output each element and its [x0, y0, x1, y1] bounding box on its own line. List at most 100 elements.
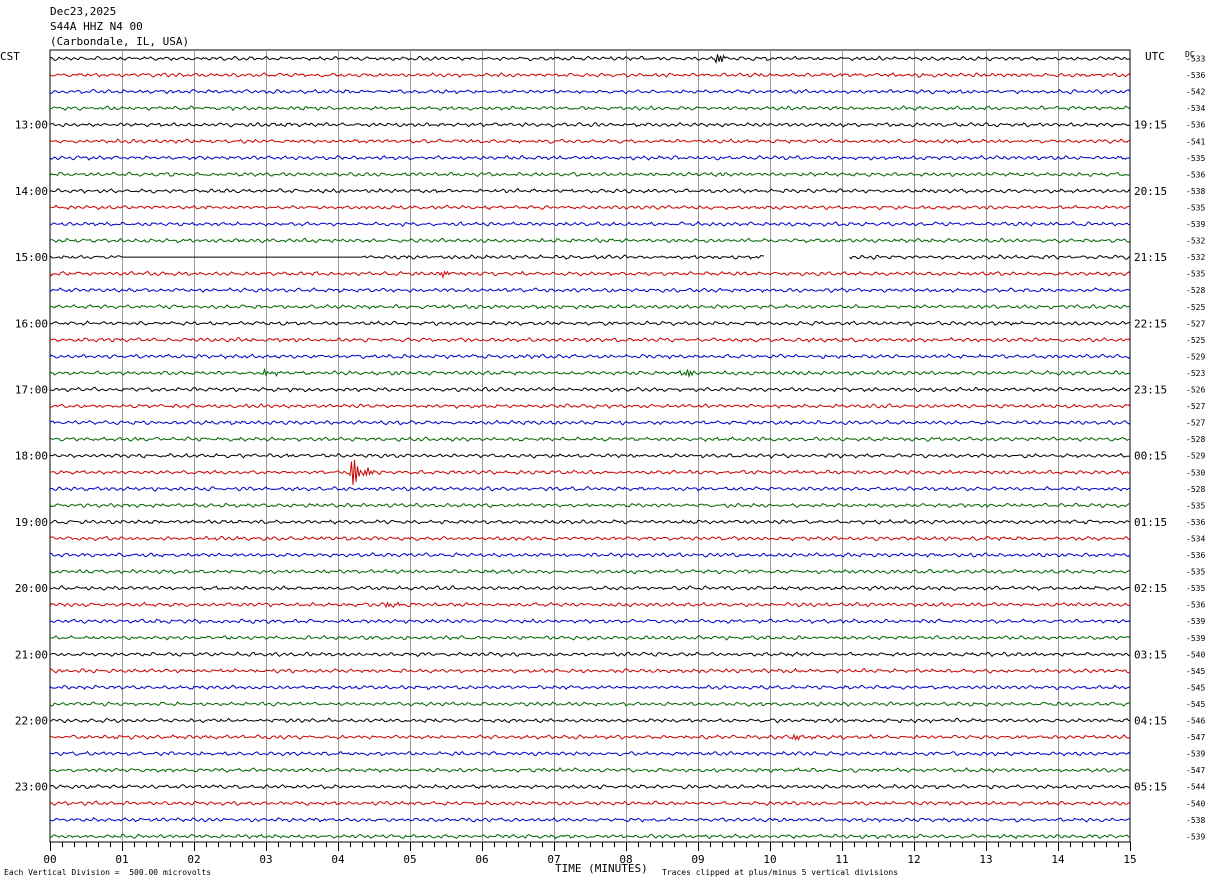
dc-offset-label: -536: [1186, 518, 1205, 527]
dc-offset-label: -540: [1186, 650, 1205, 659]
x-tick-label: 12: [907, 853, 920, 866]
seismic-trace: [49, 459, 1131, 485]
seismic-trace: [49, 72, 1131, 78]
hour-label-cst: 18:00: [15, 450, 48, 463]
dc-offset-label: -534: [1186, 104, 1205, 113]
dc-offset-label: -545: [1186, 683, 1205, 692]
hour-label-cst: 16:00: [15, 317, 48, 330]
dc-offset-label: -528: [1186, 435, 1205, 444]
dc-offset-label: -545: [1186, 700, 1205, 709]
seismic-trace: [49, 254, 765, 260]
seismic-trace: [49, 303, 1131, 310]
hour-label-cst: 19:00: [15, 516, 48, 529]
hour-label-cst: 14:00: [15, 185, 48, 198]
x-tick-label: 14: [1051, 853, 1065, 866]
hour-label-utc: 21:15: [1134, 251, 1167, 264]
dc-offset-label: -544: [1186, 783, 1205, 792]
dc-offset-label: -529: [1186, 452, 1205, 461]
hour-label-utc: 03:15: [1134, 648, 1167, 661]
left-timezone-label: CST: [0, 50, 20, 63]
seismic-trace: [49, 717, 1131, 724]
seismic-trace: [49, 601, 1131, 609]
dc-offset-label: -536: [1186, 170, 1205, 179]
seismic-trace: [49, 552, 1131, 558]
dc-offset-label: -528: [1186, 485, 1205, 494]
dc-offset-label: -536: [1186, 71, 1205, 80]
seismic-trace: [49, 138, 1131, 145]
dc-offset-label: -541: [1186, 137, 1205, 146]
dc-offset-label: -542: [1186, 88, 1205, 97]
dc-offset-label: -547: [1186, 733, 1205, 742]
hour-label-utc: 00:15: [1134, 450, 1167, 463]
dc-offset-label: -536: [1186, 121, 1205, 130]
dc-offset-label: -540: [1186, 799, 1205, 808]
dc-offset-label: -535: [1186, 154, 1205, 163]
seismic-trace: [49, 817, 1131, 823]
x-tick-label: 08: [619, 853, 632, 866]
seismic-trace: [49, 105, 1131, 112]
seismic-trace: [49, 287, 1131, 294]
seismic-trace: [49, 88, 1131, 95]
dc-offset-label: -538: [1186, 187, 1205, 196]
seismic-trace: [49, 750, 1131, 757]
seismic-trace: [49, 485, 1131, 492]
dc-offset-label: -545: [1186, 667, 1205, 676]
seismic-trace: [49, 618, 1131, 625]
seismic-trace: [49, 502, 1131, 509]
dc-offset-label: -538: [1186, 816, 1205, 825]
x-tick-label: 10: [763, 853, 776, 866]
hour-label-utc: 22:15: [1134, 317, 1167, 330]
seismic-trace: [49, 320, 1131, 327]
seismic-trace: [49, 187, 1131, 194]
dc-offset-label: -532: [1186, 253, 1205, 262]
seismic-trace: [49, 237, 1131, 244]
dc-offset-label: -530: [1186, 468, 1205, 477]
hour-label-utc: 01:15: [1134, 516, 1167, 529]
seismic-trace: [49, 800, 1131, 807]
seismic-trace: [49, 436, 1131, 443]
hour-label-cst: 21:00: [15, 648, 48, 661]
x-tick-label: 11: [835, 853, 848, 866]
seismic-trace: [49, 585, 1131, 591]
hour-label-utc: 20:15: [1134, 185, 1167, 198]
seismic-trace: [49, 403, 1131, 410]
hour-label-utc: 02:15: [1134, 582, 1167, 595]
dc-column-label: DC: [1185, 50, 1195, 59]
header-date: Dec23,2025: [50, 5, 117, 18]
seismic-trace: [49, 121, 1131, 128]
hour-label-utc: 04:15: [1134, 715, 1167, 728]
dc-offset-label: -527: [1186, 319, 1205, 328]
x-tick-label: 05: [403, 853, 416, 866]
x-tick-label: 07: [547, 853, 560, 866]
dc-offset-label: -539: [1186, 832, 1205, 841]
seismic-trace: [49, 767, 1131, 774]
dc-offset-label: -535: [1186, 203, 1205, 212]
seismic-trace: [49, 336, 1131, 343]
seismic-trace: [49, 419, 1131, 426]
dc-offset-label: -534: [1186, 534, 1205, 543]
dc-offset-label: -535: [1186, 270, 1205, 279]
x-tick-label: 02: [187, 853, 200, 866]
seismic-trace: [49, 634, 1131, 641]
seismic-trace: [49, 171, 1131, 178]
right-timezone-label: UTC: [1145, 50, 1165, 63]
seismic-trace: [49, 667, 1131, 674]
dc-offset-label: -523: [1186, 369, 1205, 378]
seismic-trace: [49, 651, 1131, 658]
dc-offset-label: -536: [1186, 601, 1205, 610]
x-tick-label: 09: [691, 853, 704, 866]
dc-offset-label: -527: [1186, 419, 1205, 428]
x-tick-label: 15: [1123, 853, 1136, 866]
dc-offset-label: -532: [1186, 237, 1205, 246]
seismic-trace: [49, 154, 1131, 161]
x-tick-label: 03: [259, 853, 272, 866]
hour-label-utc: 05:15: [1134, 781, 1167, 794]
dc-offset-label: -539: [1186, 220, 1205, 229]
seismic-trace: [49, 733, 1131, 742]
dc-offset-label: -546: [1186, 717, 1205, 726]
hour-label-cst: 13:00: [15, 119, 48, 132]
hour-label-utc: 19:15: [1134, 119, 1167, 132]
seismic-trace: [49, 270, 1131, 280]
seismic-trace: [49, 353, 1131, 360]
